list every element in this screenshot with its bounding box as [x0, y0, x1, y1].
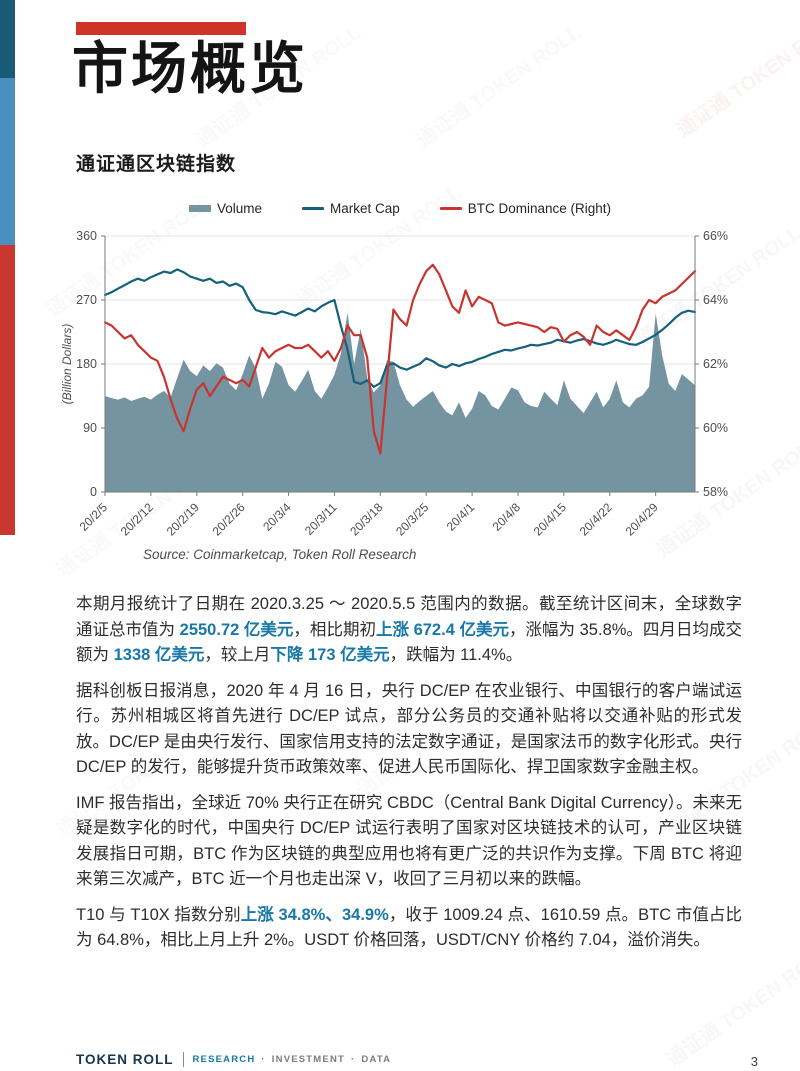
- paragraph: 本期月报统计了日期在 2020.3.25 ～ 2020.5.5 范围内的数据。截…: [76, 592, 742, 669]
- paragraph: IMF 报告指出，全球近 70% 央行正在研究 CBDC（Central Ban…: [76, 791, 742, 893]
- highlight-segment: 下降 173 亿美元: [270, 646, 390, 664]
- legend-label: Market Cap: [329, 201, 400, 216]
- x-tick-label: 20/4/8: [490, 500, 524, 534]
- text-segment: ，涨幅为 35.8%。四月日均成交额为: [76, 620, 742, 665]
- footer-divider: [182, 1052, 184, 1067]
- page-title: 市场概览: [72, 37, 308, 100]
- stripe-navy-segment: [0, 0, 15, 78]
- text-segment: ，相比期初: [293, 620, 376, 639]
- legend-swatch: [301, 207, 324, 210]
- left-tick-label: 180: [76, 357, 97, 371]
- x-tick-label: 20/2/12: [118, 500, 156, 538]
- text-segment: T10 与 T10X 指数分别: [76, 905, 241, 924]
- highlight-segment: 2550.72 亿美元: [179, 620, 294, 639]
- chart-legend: Volume Market Cap BTC Dominance (Right): [60, 201, 740, 216]
- source-note: Source: Coinmarketcap, Token Roll Resear…: [143, 547, 417, 562]
- footer-brand: TOKEN ROLL: [76, 1052, 174, 1067]
- x-tick-label: 20/4/1: [444, 500, 478, 534]
- paragraph: T10 与 T10X 指数分别上涨 34.8%、34.9%，收于 1009.24…: [76, 903, 742, 954]
- x-tick-label: 20/2/19: [164, 500, 202, 538]
- x-tick-label: 20/4/29: [623, 500, 661, 538]
- highlight-segment: 上涨 672.4 亿美元: [375, 620, 509, 639]
- x-tick-label: 20/3/25: [393, 500, 431, 538]
- x-tick-label: 20/3/11: [302, 500, 340, 538]
- text-segment: 本期月报统计了日期在 2020.3.25 ～ 2020.5.5 范围内的数据。截…: [76, 595, 742, 639]
- text-segment: ，较上月: [204, 646, 271, 664]
- left-axis-title: (Billion Dollars): [60, 324, 74, 405]
- x-tick-label: 20/2/26: [210, 500, 248, 538]
- legend-label: Volume: [216, 201, 262, 216]
- paragraph: 据科创板日报消息，2020 年 4 月 16 日，央行 DC/EP 在农业银行、…: [76, 679, 742, 781]
- page-footer: TOKEN ROLL RESEARCH · INVESTMENT · DATA: [76, 1052, 391, 1067]
- footer-tagline: RESEARCH · INVESTMENT · DATA: [193, 1054, 392, 1065]
- legend-item-btc-dominance-right-: BTC Dominance (Right): [439, 201, 612, 216]
- market-cap-line: [103, 268, 697, 388]
- title-accent-bar: [76, 22, 246, 35]
- x-tick-label: 20/3/18: [347, 500, 385, 538]
- right-tick-label: 58%: [703, 485, 728, 499]
- legend-item-market-cap: Market Cap: [301, 201, 400, 216]
- highlight-segment: 上涨 34.8%、34.9%: [240, 905, 389, 924]
- stripe-blue-segment: [0, 78, 15, 245]
- blockchain-index-chart: 0 90 180 270 360 58% 60% 62% 64% 66% 20/2/5 20/2/12…: [60, 229, 728, 538]
- text-segment: IMF 报告指出，全球近 70% 央行正在研究 CBDC（Central Ban…: [76, 793, 742, 889]
- left-tick-label: 270: [76, 293, 97, 307]
- left-tick-label: 0: [90, 485, 97, 499]
- text-segment: 据科创板日报消息，2020 年 4 月 16 日，央行 DC/EP 在农业银行、…: [76, 681, 742, 777]
- footer-dot: ·: [351, 1054, 356, 1065]
- btc-dominance-right--line: [103, 263, 697, 455]
- x-tick-label: 20/4/22: [577, 500, 615, 538]
- highlight-segment: 1338 亿美元: [113, 646, 205, 664]
- left-tick-label: 90: [83, 421, 97, 435]
- right-tick-label: 60%: [703, 421, 728, 435]
- text-segment: ，跌幅为 11.4%。: [389, 646, 523, 664]
- left-tick-label: 360: [76, 229, 97, 243]
- report-body: 本期月报统计了日期在 2020.3.25 ～ 2020.5.5 范围内的数据。截…: [76, 592, 742, 964]
- legend-label: BTC Dominance (Right): [467, 201, 612, 216]
- volume-area: [105, 312, 695, 492]
- stripe-red-segment: [0, 245, 15, 535]
- section-subtitle: 通证通区块链指数: [76, 154, 237, 175]
- legend-swatch: [188, 205, 211, 212]
- right-tick-label: 66%: [703, 229, 728, 243]
- x-tick-label: 20/3/4: [260, 500, 294, 534]
- page-number: 3: [750, 1054, 758, 1069]
- brand-watermark: 通证通 TOKEN ROLL: [672, 11, 800, 142]
- footer-tag-research: RESEARCH: [192, 1054, 256, 1065]
- x-tick-label: 20/4/15: [531, 500, 569, 538]
- x-tick-label: 20/2/5: [77, 500, 111, 534]
- footer-tag-investment: INVESTMENT: [271, 1054, 346, 1065]
- left-edge-stripe: [0, 0, 15, 535]
- right-tick-label: 62%: [703, 357, 728, 371]
- right-tick-label: 64%: [703, 293, 728, 307]
- brand-watermark: 通证通 TOKEN ROLL: [409, 17, 586, 153]
- legend-item-volume: Volume: [188, 201, 262, 216]
- footer-tag-data: DATA: [361, 1054, 392, 1065]
- text-segment: ，收于 1009.24 点、1610.59 点。BTC 市值占比为 64.8%，…: [76, 905, 743, 950]
- legend-swatch: [439, 207, 462, 210]
- footer-dot: ·: [261, 1054, 266, 1065]
